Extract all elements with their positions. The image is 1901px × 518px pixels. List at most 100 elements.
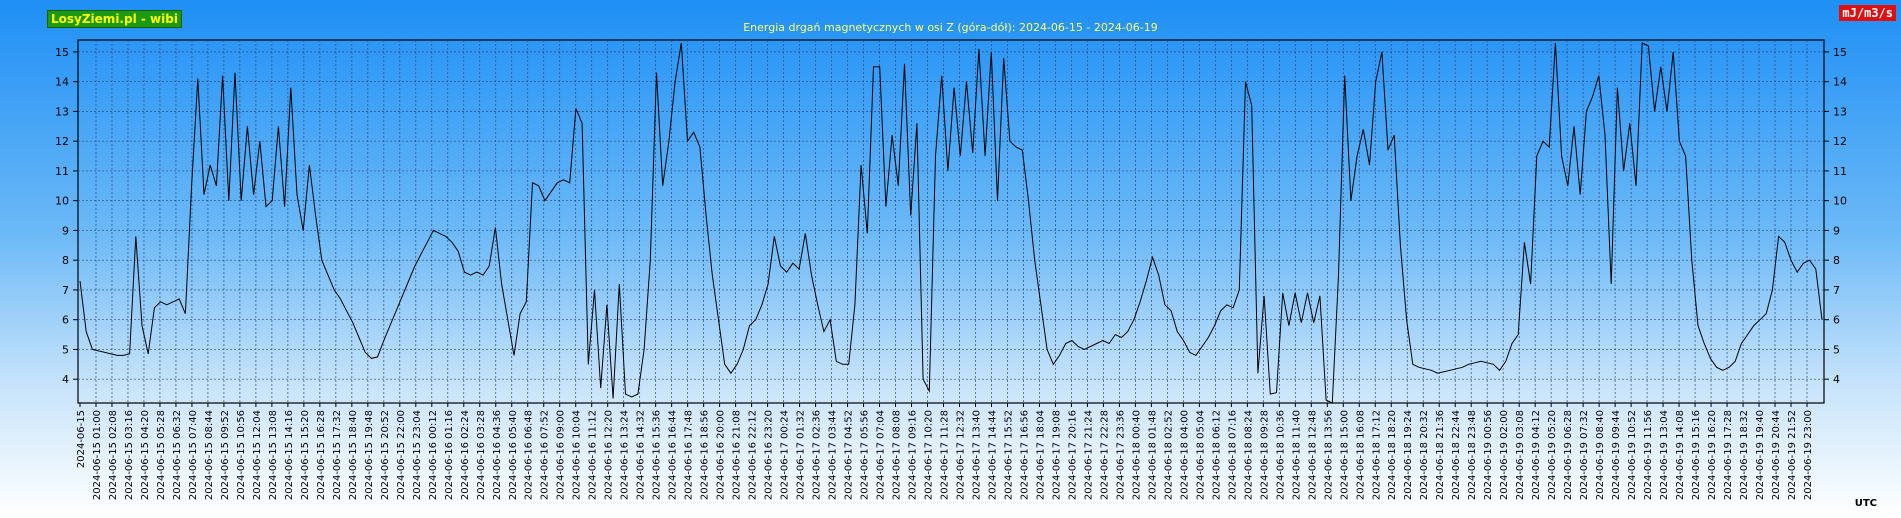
x-tick-label: 2024-06-17 01:32 — [796, 410, 807, 500]
x-tick-label: 2024-06-18 15:00 — [1339, 410, 1350, 500]
y-tick-label-right: 11 — [1833, 165, 1847, 178]
x-tick-label: 2024-06-16 23:20 — [764, 410, 775, 500]
x-tick-label: 2024-06-15 09:52 — [220, 410, 231, 500]
x-tick-label: 2024-06-15 16:28 — [316, 410, 327, 500]
x-tick-label: 2024-06-19 18:32 — [1739, 410, 1750, 500]
x-tick-label: 2024-06-15 23:04 — [412, 410, 423, 500]
x-tick-label: 2024-06-19 19:40 — [1755, 410, 1766, 500]
x-tick-label: 2024-06-17 10:20 — [924, 410, 935, 500]
y-tick-label-right: 8 — [1833, 254, 1840, 267]
x-tick-label: 2024-06-18 13:56 — [1323, 410, 1334, 500]
x-tick-label: 2024-06-16 18:56 — [700, 410, 711, 500]
x-tick-label: 2024-06-19 09:44 — [1611, 410, 1622, 500]
x-tick-label: 2024-06-18 18:20 — [1387, 410, 1398, 500]
y-tick-label-left: 9 — [62, 224, 69, 237]
x-tick-label: 2024-06-18 19:24 — [1403, 410, 1414, 500]
x-tick-label: 2024-06-17 13:40 — [971, 410, 982, 500]
x-tick-label: 2024-06-18 06:12 — [1211, 410, 1222, 500]
x-tick-label: 2024-06-19 17:28 — [1723, 410, 1734, 500]
x-tick-label: 2024-06-17 08:08 — [892, 410, 903, 500]
x-tick-label: 2024-06-19 21:52 — [1787, 410, 1798, 500]
x-tick-label: 2024-06-15 13:08 — [268, 410, 279, 500]
grid-lines — [78, 40, 1824, 403]
x-tick-label: 2024-06-15 14:16 — [284, 410, 295, 500]
y-tick-label-left: 13 — [55, 105, 69, 118]
x-tick-label: 2024-06-19 07:32 — [1579, 410, 1590, 500]
x-tick-label: 2024-06-16 21:08 — [732, 410, 743, 500]
x-tick-label: 2024-06-19 23:00 — [1803, 410, 1814, 500]
x-tick-label: 2024-06-18 23:48 — [1467, 410, 1478, 500]
y-tick-label-right: 9 — [1833, 224, 1840, 237]
x-tick-label: 2024-06-19 13:04 — [1659, 410, 1670, 500]
x-tick-label: 2024-06-15 06:32 — [172, 410, 183, 500]
x-tick-label: 2024-06-18 00:40 — [1131, 410, 1142, 500]
x-tick-label: 2024-06-18 02:52 — [1163, 410, 1174, 500]
x-tick-label: 2024-06-19 20:44 — [1771, 410, 1782, 500]
x-tick-label: 2024-06-19 03:08 — [1515, 410, 1526, 500]
x-tick-label: 2024-06-17 18:04 — [1035, 410, 1046, 500]
x-tick-label: 2024-06-19 05:20 — [1547, 410, 1558, 500]
x-tick-label: 2024-06-16 07:52 — [540, 410, 551, 500]
unit-badge: mJ/m3/s — [1839, 5, 1896, 21]
y-tick-label-left: 7 — [62, 284, 69, 297]
x-tick-label: 2024-06-18 22:44 — [1451, 410, 1462, 500]
y-tick-label-left: 15 — [55, 46, 69, 59]
x-tick-label: 2024-06-16 02:24 — [460, 410, 471, 500]
y-tick-label-right: 13 — [1833, 105, 1847, 118]
y-tick-label-left: 14 — [55, 76, 69, 89]
x-tick-label: 2024-06-15 01:00 — [92, 410, 103, 500]
x-tick-label: 2024-06-16 03:28 — [476, 410, 487, 500]
y-tick-label-right: 12 — [1833, 135, 1847, 148]
x-tick-label: 2024-06-17 11:28 — [940, 410, 951, 500]
x-tick-label: 2024-06-15 19:48 — [364, 410, 375, 500]
x-tick-label: 2024-06-18 09:28 — [1259, 410, 1270, 500]
plot-frame — [77, 39, 1825, 404]
x-tick-label: 2024-06-16 05:40 — [508, 410, 519, 500]
x-tick-label: 2024-06-19 02:00 — [1499, 410, 1510, 500]
x-tick-label: 2024-06-19 04:12 — [1531, 410, 1542, 500]
y-tick-label-right: 6 — [1833, 314, 1840, 327]
x-tick-label: 2024-06-18 08:24 — [1243, 410, 1254, 500]
x-tick-label: 2024-06-16 00:12 — [428, 410, 439, 500]
y-tick-label-right: 10 — [1833, 195, 1847, 208]
x-tick-label: 2024-06-16 11:12 — [588, 410, 599, 500]
x-tick-label: 2024-06-18 04:00 — [1179, 410, 1190, 500]
y-tick-label-left: 11 — [55, 165, 69, 178]
x-tick-label: 2024-06-19 08:40 — [1595, 410, 1606, 500]
x-tick-label: 2024-06-15 03:16 — [124, 410, 135, 500]
x-tick-label: 2024-06-15 05:28 — [156, 410, 167, 500]
x-tick-label: 2024-06-17 23:36 — [1115, 410, 1126, 500]
y-tick-label-left: 4 — [62, 373, 69, 386]
x-tick-label: 2024-06-19 10:52 — [1627, 410, 1638, 500]
x-tick-label: 2024-06-17 09:16 — [908, 410, 919, 500]
x-tick-label: 2024-06-19 06:28 — [1563, 410, 1574, 500]
x-tick-label: 2024-06-15 15:20 — [300, 410, 311, 500]
x-tick-label: 2024-06-19 14:08 — [1675, 410, 1686, 500]
x-tick-label: 2024-06-17 16:56 — [1019, 410, 1030, 500]
x-tick-label: 2024-06-17 12:32 — [955, 410, 966, 500]
x-tick-label: 2024-06-18 12:48 — [1307, 410, 1318, 500]
x-tick-label: 2024-06-15 02:08 — [108, 410, 119, 500]
x-tick-label: 2024-06-17 04:52 — [844, 410, 855, 500]
x-tick-label: 2024-06-15 17:32 — [332, 410, 343, 500]
y-tick-label-right: 14 — [1833, 76, 1847, 89]
y-tick-label-left: 8 — [62, 254, 69, 267]
x-tick-label: 2024-06-15 04:20 — [140, 410, 151, 500]
x-tick-label: 2024-06-17 19:08 — [1051, 410, 1062, 500]
y-tick-label-left: 12 — [55, 135, 69, 148]
chart-title: Energia drgań magnetycznych w osi Z (gór… — [743, 21, 1158, 34]
x-tick-label: 2024-06-17 21:24 — [1083, 410, 1094, 500]
x-tick-label: 2024-06-15 10:56 — [236, 410, 247, 500]
x-tick-label: 2024-06-18 11:40 — [1291, 410, 1302, 500]
y-tick-label-left: 6 — [62, 314, 69, 327]
brand-badge[interactable]: LosyZiemi.pl - wibi — [47, 10, 182, 28]
y-tick-label-right: 5 — [1833, 343, 1840, 356]
y-tick-label-left: 10 — [55, 195, 69, 208]
x-tick-label: 2024-06-15 18:40 — [348, 410, 359, 500]
x-tick-label: 2024-06-18 17:12 — [1371, 410, 1382, 500]
x-tick-label: 2024-06-16 10:04 — [572, 410, 583, 500]
x-tick-label: 2024-06-16 12:20 — [604, 410, 615, 500]
x-tick-label: 2024-06-17 02:36 — [812, 410, 823, 500]
x-tick-label: 2024-06-16 06:48 — [524, 410, 535, 500]
x-tick-label: 2024-06-16 09:00 — [556, 410, 567, 500]
